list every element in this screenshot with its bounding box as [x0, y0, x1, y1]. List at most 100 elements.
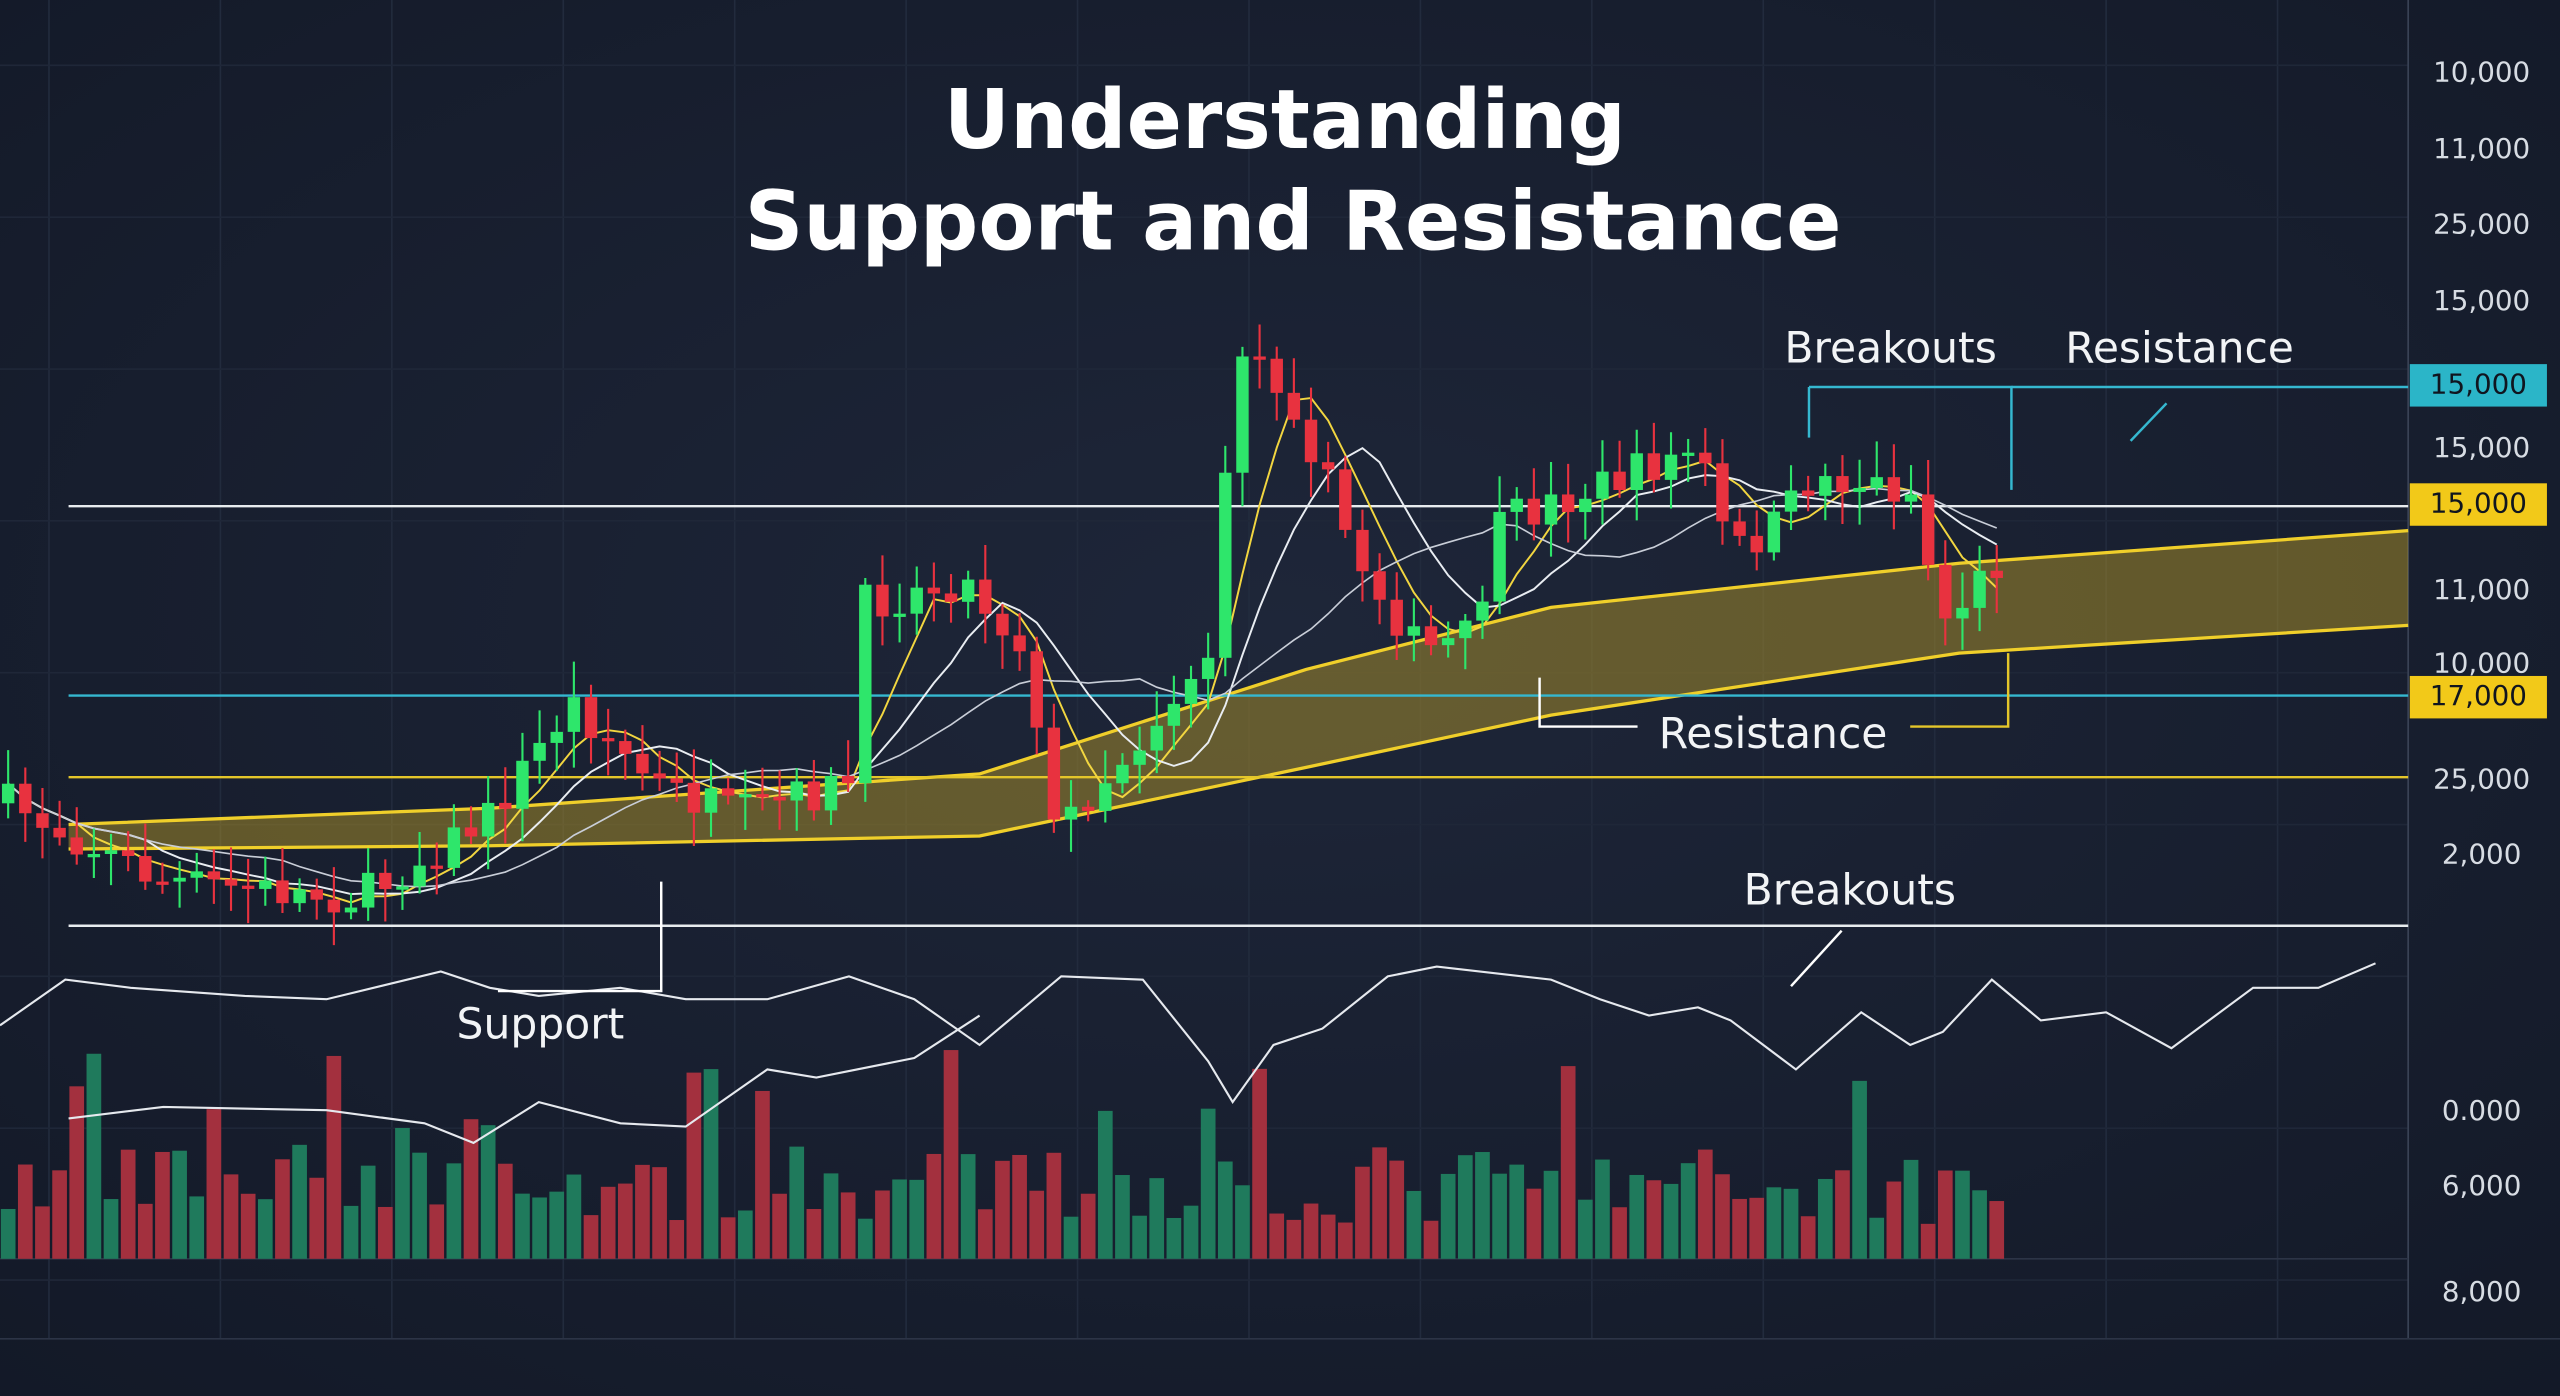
volume-bar — [1629, 1174, 1645, 1259]
candle-body — [499, 802, 512, 809]
volume-bar — [566, 1174, 582, 1259]
volume-bar — [446, 1163, 462, 1259]
volume-bar — [1423, 1220, 1439, 1259]
candle-body — [807, 781, 821, 811]
candle-body — [1973, 570, 1986, 608]
volume-bar — [909, 1179, 925, 1259]
candle-body — [584, 697, 598, 739]
candle-body — [19, 783, 32, 814]
candle-body — [1750, 535, 1763, 553]
axis-label: 6,000 — [2442, 1169, 2521, 1202]
volume-bar — [120, 1149, 136, 1259]
candle-body — [1699, 452, 1712, 464]
axis-label: 25,000 — [2433, 762, 2530, 795]
title: Support and Resistance — [745, 174, 1842, 269]
oscillator — [0, 962, 2376, 1145]
candle-body — [104, 850, 118, 855]
candle-body — [996, 613, 1009, 636]
axis-label: 10,000 — [2433, 56, 2530, 89]
volume-bar — [1646, 1180, 1662, 1259]
candle-body — [1253, 356, 1266, 360]
candle-body — [721, 788, 735, 796]
candle-body — [361, 872, 375, 908]
candle-body — [344, 907, 358, 913]
candle-body — [1630, 453, 1643, 490]
candle-body — [1544, 494, 1558, 525]
candle-body — [790, 781, 803, 801]
price-tag-label: 15,000 — [2430, 367, 2527, 400]
volume-bar — [1355, 1166, 1370, 1259]
candle-body — [1493, 511, 1506, 602]
candle-body — [1939, 564, 1952, 619]
volume-bar — [703, 1069, 719, 1259]
volume — [0, 1050, 2005, 1259]
volume-bar — [1749, 1197, 1765, 1259]
candle-body — [464, 827, 478, 837]
volume-bar — [172, 1150, 187, 1259]
candle-body — [944, 593, 958, 602]
volume-bar — [1783, 1188, 1799, 1259]
annotation: Support — [457, 1000, 625, 1049]
volume-bar — [1149, 1178, 1165, 1259]
candle-body — [1561, 494, 1575, 513]
candle-body — [1647, 453, 1661, 480]
volume-bar — [326, 1055, 342, 1259]
candle-body — [293, 889, 306, 904]
arrow — [1538, 677, 1638, 728]
volume-bar — [360, 1165, 376, 1259]
candle-body — [756, 794, 769, 798]
candle-body — [1596, 471, 1609, 499]
volume-bar — [960, 1154, 976, 1259]
candle-body — [979, 579, 992, 614]
candle-body — [1836, 476, 1849, 492]
candle-body — [396, 886, 409, 890]
axis-label: 8,000 — [2442, 1275, 2521, 1308]
candle-body — [1424, 626, 1438, 646]
candle-body — [859, 584, 872, 784]
volume-bar — [1595, 1159, 1610, 1259]
volume-bar — [1097, 1110, 1113, 1259]
volume-bar — [1132, 1215, 1147, 1259]
candle-body — [961, 579, 975, 602]
arrow — [2129, 402, 2168, 442]
candle-body — [327, 899, 341, 913]
candle-body — [773, 796, 786, 801]
volume-bar — [137, 1203, 153, 1259]
volume-bar — [1166, 1217, 1182, 1259]
volume-bar — [1817, 1178, 1833, 1259]
candle-body — [687, 782, 701, 813]
candle-body — [53, 827, 66, 838]
volume-bar — [1697, 1149, 1713, 1259]
arrow — [497, 881, 663, 993]
oscillator-line — [68, 1014, 981, 1145]
moving-average — [7, 487, 1998, 888]
candle-body — [1681, 452, 1695, 456]
volume-bar — [635, 1164, 650, 1259]
candle-body — [1, 783, 15, 804]
axis-label: 25,000 — [2433, 207, 2530, 240]
volume-bar — [1835, 1170, 1850, 1259]
volume-bar — [1715, 1174, 1730, 1259]
candle-body — [1390, 599, 1403, 636]
volume-bar — [857, 1218, 873, 1259]
candle-body — [1133, 750, 1146, 765]
candle-body — [121, 850, 135, 857]
volume-bar — [223, 1174, 239, 1259]
oscillator-line — [0, 962, 2376, 1105]
candle-body — [1784, 490, 1798, 512]
candle-body — [173, 877, 186, 882]
volume-bar — [755, 1090, 770, 1259]
volume-bar — [1217, 1161, 1233, 1259]
candle-body — [1801, 490, 1815, 496]
volume-bar — [343, 1205, 359, 1259]
volume-bar — [1732, 1198, 1747, 1259]
volume-bar — [429, 1204, 445, 1259]
candle-body — [739, 794, 752, 798]
volume-bar — [1115, 1175, 1130, 1259]
volume-bar — [1183, 1205, 1199, 1259]
volume-bar — [1800, 1216, 1816, 1259]
axis-label: 0.000 — [2442, 1094, 2521, 1127]
candle-body — [1664, 454, 1678, 480]
volume-bar — [1972, 1190, 1987, 1259]
volume-bar — [1286, 1219, 1302, 1259]
